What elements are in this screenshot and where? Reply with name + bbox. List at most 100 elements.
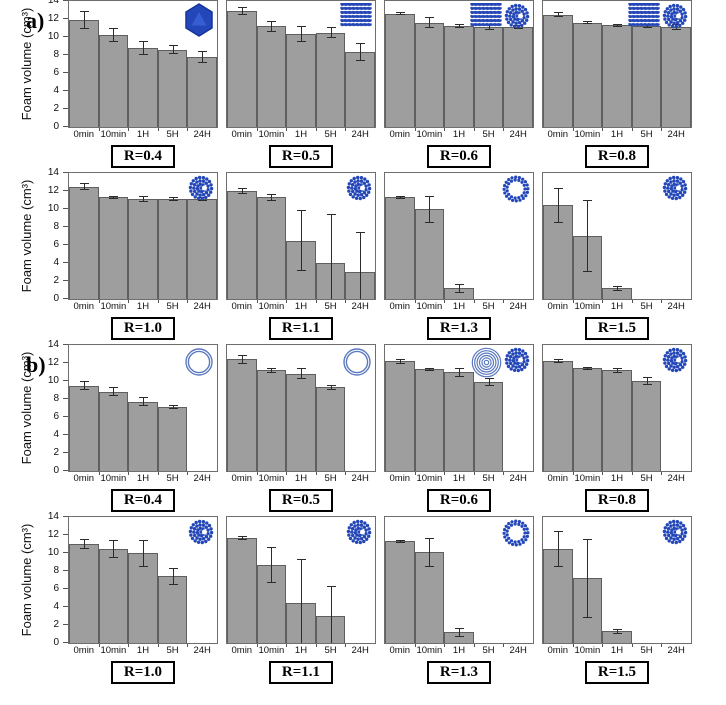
error-bar-cap (553, 16, 563, 18)
y-tick-mark (63, 126, 68, 127)
y-tick-mark (63, 362, 68, 363)
y-tick-mark (63, 90, 68, 91)
error-bar-cap (297, 378, 306, 380)
bar-1h (128, 553, 158, 643)
error-bar-cap (326, 36, 336, 38)
x-tick-label: 1H (610, 301, 624, 312)
error-bar-cap (237, 7, 247, 9)
error-bar (113, 195, 115, 200)
error-bar (172, 405, 174, 409)
micelle-icon (662, 3, 688, 34)
x-tick-mark (503, 472, 505, 475)
plot-area (384, 172, 534, 300)
x-tick-label: 1H (452, 129, 466, 140)
error-bar-cap (395, 539, 405, 541)
error-bar-cap (356, 60, 366, 62)
y-tick-label: 14 (47, 511, 59, 522)
error-bar (459, 24, 460, 28)
phase-icons (470, 2, 530, 34)
y-tick-label: 4 (53, 601, 59, 612)
error-bar (330, 384, 332, 390)
error-bar (360, 231, 362, 299)
error-bar-cap (642, 383, 652, 385)
x-tick-label: 24H (193, 473, 211, 484)
error-bar-cap (267, 581, 277, 583)
y-tick-label: 0 (53, 465, 59, 476)
bar-0min (385, 13, 415, 127)
phase-icons (342, 347, 372, 382)
x-tick-label: 0min (389, 301, 411, 312)
y-axis: Foam volume (cm³) 0 2 4 6 8 10 12 14 (12, 0, 68, 132)
micelle-icon (662, 347, 688, 378)
error-bar (241, 7, 243, 15)
panel-a-label: a) (26, 8, 45, 33)
error-bar-cap (425, 537, 435, 539)
plot-area (226, 0, 376, 128)
error-bar (459, 627, 460, 637)
plot-area (542, 516, 692, 644)
error-bar (143, 397, 144, 407)
phase-icons (662, 347, 688, 378)
error-bar (330, 586, 332, 643)
error-bar-cap (109, 387, 119, 389)
bar-5h (157, 576, 188, 643)
error-bar-cap (613, 367, 622, 369)
x-tick-mark (473, 644, 475, 647)
error-bar-cap (583, 200, 593, 201)
error-bar-cap (484, 378, 494, 380)
error-bar-cap (326, 213, 336, 215)
micelle-icon (662, 519, 688, 550)
y-tick-label: 12 (47, 13, 59, 24)
error-bar-cap (139, 54, 148, 55)
x-tick-label: 0min (389, 129, 411, 140)
ratio-label: R=1.1 (268, 317, 334, 340)
error-bar (459, 367, 460, 377)
x-tick-label: 5H (482, 473, 495, 484)
bar-0min (69, 544, 99, 643)
phase-icons (188, 519, 214, 550)
y-tick-label: 0 (53, 637, 59, 648)
error-bar-cap (553, 362, 563, 363)
error-bar (83, 10, 85, 29)
micelle-icon (188, 519, 214, 550)
bar-1h (444, 288, 474, 299)
chart-r-1.5: 0min 10min 1H 5H 24H R=1.5 (542, 172, 692, 340)
plot-area (226, 344, 376, 472)
error-bar (301, 209, 302, 272)
y-tick-mark (63, 516, 68, 517)
y-tick-label: 6 (53, 583, 59, 594)
error-bar (271, 193, 273, 201)
error-bar-cap (267, 30, 277, 32)
error-bar-cap (267, 546, 277, 548)
error-bar-cap (297, 270, 306, 272)
error-bar-cap (553, 359, 563, 361)
x-tick-label: 10min (416, 301, 443, 312)
ratio-label-wrap: R=1.3 (426, 317, 492, 340)
x-tick-label: 0min (547, 473, 569, 484)
error-bar-cap (79, 27, 89, 29)
chart-r-0.4: 0min 10min 1H 5H 24H R=0.4 (68, 344, 218, 512)
chart-row-a2: Foam volume (cm³) 0 2 4 6 8 10 12 14 0min 10min 1H… (12, 167, 726, 344)
onion-icon (471, 347, 502, 383)
error-bar (617, 628, 618, 634)
x-tick-label: 10min (100, 473, 127, 484)
x-axis: 0min 10min 1H 5H 24H (226, 644, 376, 658)
x-tick-mark (128, 644, 130, 647)
x-tick-mark (315, 472, 317, 475)
error-bar-cap (79, 381, 89, 382)
error-bar-cap (168, 583, 178, 585)
x-tick-label: 1H (294, 129, 308, 140)
bar-5h (473, 381, 504, 471)
x-tick-label: 5H (166, 301, 179, 312)
error-bar-cap (79, 538, 89, 540)
ratio-label: R=0.4 (110, 489, 176, 512)
x-tick-label: 1H (136, 473, 150, 484)
ratio-label: R=1.3 (426, 317, 492, 340)
y-axis: Foam volume (cm³) 0 2 4 6 8 10 12 14 (12, 339, 68, 476)
x-axis: 0min 10min 1H 5H 24H (384, 300, 534, 314)
phase-icons (188, 175, 214, 206)
error-bar (113, 28, 115, 43)
error-bar-cap (583, 271, 593, 272)
x-tick-mark (187, 300, 189, 303)
ratio-label: R=0.4 (110, 145, 176, 168)
